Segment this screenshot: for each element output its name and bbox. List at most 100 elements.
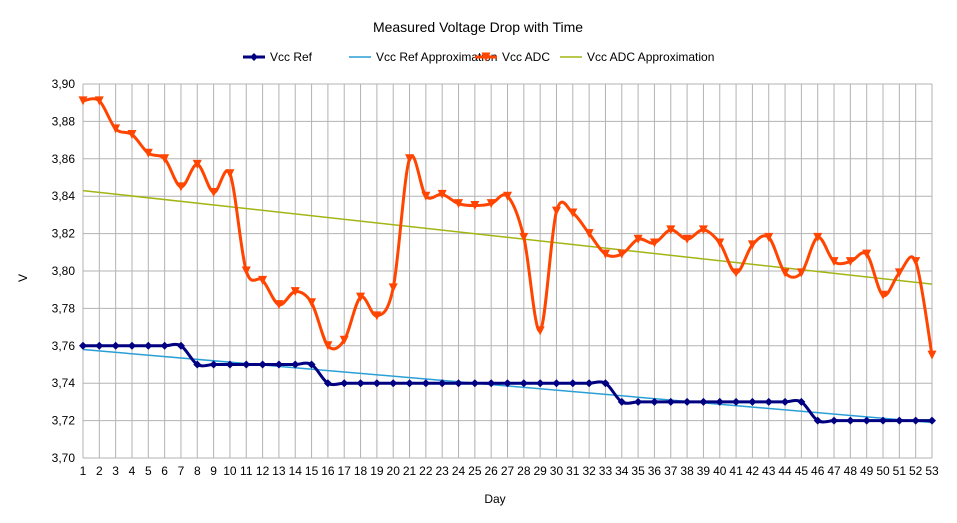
data-point bbox=[650, 397, 659, 406]
data-point bbox=[830, 416, 839, 425]
x-tick-label: 38 bbox=[680, 464, 694, 478]
data-point bbox=[634, 397, 643, 406]
y-tick-label: 3,76 bbox=[52, 339, 76, 353]
x-tick-label: 4 bbox=[129, 464, 136, 478]
x-tick-label: 43 bbox=[762, 464, 776, 478]
y-tick-label: 3,82 bbox=[52, 227, 76, 241]
x-tick-label: 18 bbox=[354, 464, 368, 478]
data-point bbox=[503, 379, 512, 388]
data-point bbox=[845, 257, 855, 267]
legend-label: Vcc ADC Approximation bbox=[587, 50, 714, 64]
data-point bbox=[829, 257, 839, 267]
data-point bbox=[535, 326, 545, 336]
data-point bbox=[552, 379, 561, 388]
data-point bbox=[519, 379, 528, 388]
data-point bbox=[307, 298, 317, 308]
x-tick-label: 3 bbox=[112, 464, 119, 478]
data-point bbox=[127, 129, 137, 139]
x-tick-label: 31 bbox=[566, 464, 580, 478]
data-point bbox=[911, 416, 920, 425]
x-tick-label: 48 bbox=[844, 464, 858, 478]
data-point bbox=[388, 283, 398, 293]
data-point bbox=[911, 257, 921, 267]
legend-item-vcc-ref-approximation: Vcc Ref Approximation bbox=[349, 50, 497, 64]
data-point bbox=[225, 169, 235, 179]
legend-marker bbox=[481, 52, 491, 62]
data-point bbox=[307, 360, 316, 369]
x-tick-label: 35 bbox=[631, 464, 645, 478]
data-point bbox=[649, 238, 659, 248]
data-point bbox=[698, 225, 708, 235]
data-point bbox=[94, 96, 104, 106]
data-point bbox=[79, 341, 87, 350]
data-point bbox=[274, 300, 284, 310]
y-tick-label: 3,88 bbox=[52, 114, 76, 128]
x-tick-label: 52 bbox=[909, 464, 923, 478]
legend-item-vcc-adc-approximation: Vcc ADC Approximation bbox=[560, 50, 714, 64]
data-point bbox=[666, 225, 676, 235]
data-point bbox=[258, 360, 267, 369]
data-point bbox=[879, 416, 888, 425]
data-point bbox=[421, 191, 431, 201]
x-tick-label: 9 bbox=[210, 464, 217, 478]
series-vcc-adc bbox=[78, 96, 937, 360]
data-point bbox=[421, 379, 430, 388]
data-point bbox=[389, 379, 398, 388]
x-tick-label: 15 bbox=[305, 464, 319, 478]
x-tick-label: 2 bbox=[96, 464, 103, 478]
data-point bbox=[781, 397, 790, 406]
x-tick-label: 34 bbox=[615, 464, 629, 478]
x-tick-label: 16 bbox=[321, 464, 335, 478]
data-point bbox=[438, 379, 447, 388]
data-point bbox=[928, 416, 936, 425]
data-point bbox=[601, 379, 610, 388]
x-tick-label: 33 bbox=[599, 464, 613, 478]
data-point bbox=[470, 379, 479, 388]
data-point bbox=[209, 187, 219, 197]
legend-label: Vcc ADC bbox=[502, 50, 550, 64]
y-tick-label: 3,80 bbox=[52, 264, 76, 278]
y-tick-label: 3,74 bbox=[52, 376, 76, 390]
data-point bbox=[160, 154, 170, 164]
data-point bbox=[748, 397, 757, 406]
chart-title: Measured Voltage Drop with Time bbox=[373, 19, 583, 35]
data-point bbox=[682, 234, 692, 244]
y-tick-label: 3,78 bbox=[52, 301, 76, 315]
data-point bbox=[486, 199, 496, 209]
data-point bbox=[633, 234, 643, 244]
y-tick-label: 3,72 bbox=[52, 414, 76, 428]
data-point bbox=[258, 275, 268, 285]
data-point bbox=[895, 416, 904, 425]
x-tick-label: 5 bbox=[145, 464, 152, 478]
x-tick-label: 45 bbox=[795, 464, 809, 478]
x-tick-label: 20 bbox=[387, 464, 401, 478]
data-point bbox=[846, 416, 855, 425]
data-point bbox=[78, 96, 88, 106]
x-tick-label: 11 bbox=[240, 464, 253, 478]
data-point bbox=[732, 397, 741, 406]
data-point bbox=[797, 397, 806, 406]
data-point bbox=[454, 379, 463, 388]
x-tick-label: 42 bbox=[746, 464, 760, 478]
y-tick-label: 3,86 bbox=[52, 152, 76, 166]
data-point bbox=[193, 360, 202, 369]
x-tick-label: 17 bbox=[338, 464, 352, 478]
data-point bbox=[731, 268, 741, 278]
y-axis-ticks: 3,70 3,72 3,74 3,76 3,78 3,80 3,82 3,84 3,86 3,88… bbox=[52, 77, 76, 465]
x-tick-label: 46 bbox=[811, 464, 825, 478]
data-point bbox=[878, 290, 888, 300]
x-tick-label: 36 bbox=[648, 464, 662, 478]
x-tick-label: 14 bbox=[289, 464, 303, 478]
x-tick-label: 39 bbox=[697, 464, 711, 478]
data-point bbox=[454, 199, 464, 209]
x-tick-label: 40 bbox=[713, 464, 727, 478]
y-tick-label: 3,84 bbox=[52, 189, 76, 203]
x-tick-label: 19 bbox=[370, 464, 384, 478]
series-vcc-ref bbox=[79, 341, 936, 425]
data-point bbox=[372, 311, 382, 321]
data-point bbox=[340, 379, 349, 388]
x-tick-label: 47 bbox=[827, 464, 841, 478]
data-point bbox=[568, 379, 577, 388]
data-point bbox=[585, 379, 594, 388]
y-axis-label: V bbox=[16, 274, 30, 282]
